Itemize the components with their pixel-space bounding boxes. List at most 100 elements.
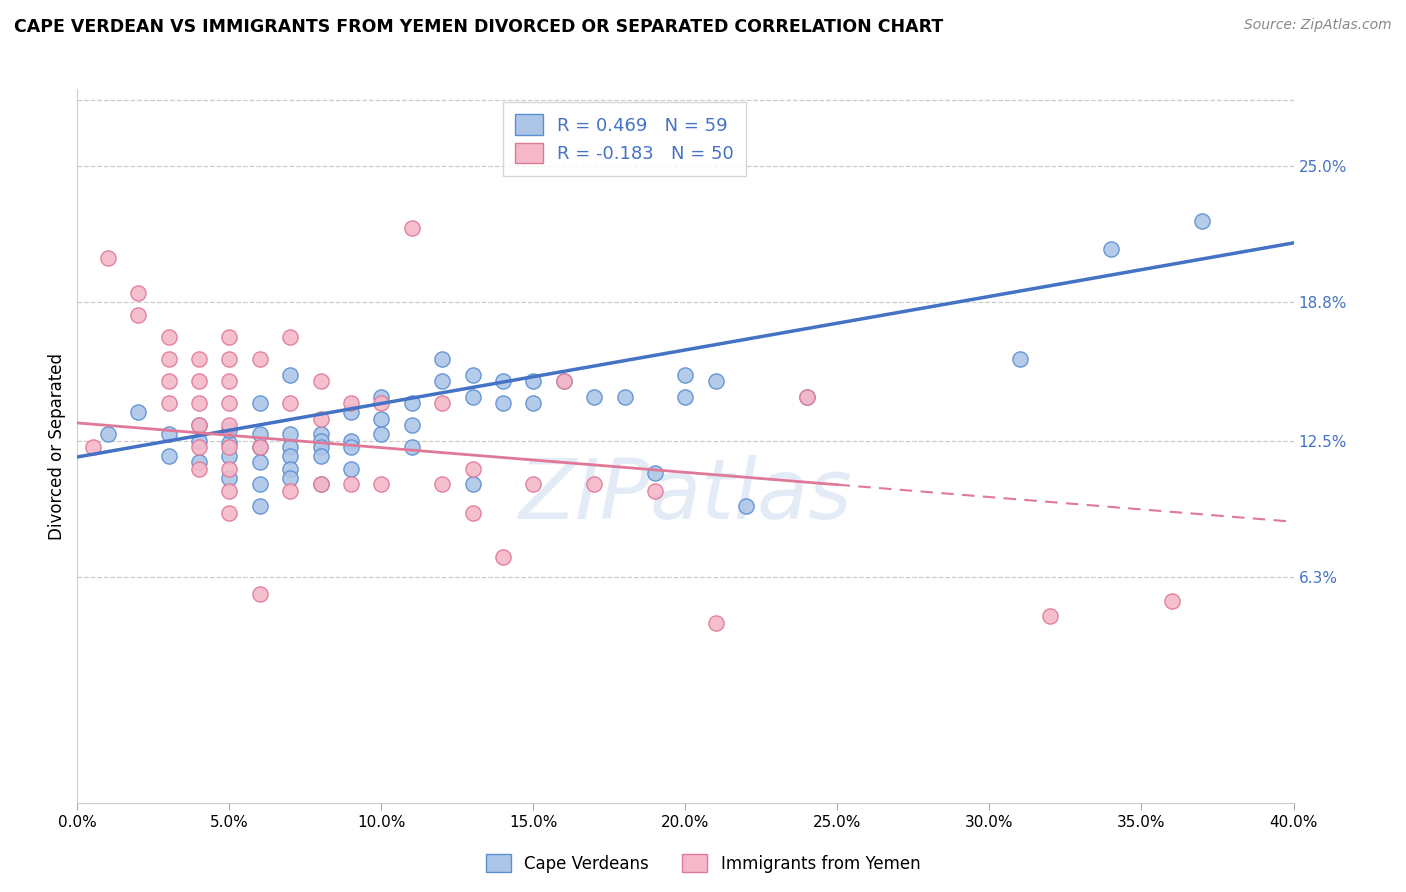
Point: [1039, 609, 1062, 624]
Point: [218, 374, 240, 388]
Point: [461, 390, 484, 404]
Point: [127, 286, 149, 301]
Point: [278, 368, 301, 382]
Point: [522, 396, 544, 410]
Point: [278, 471, 301, 485]
Point: [1161, 594, 1184, 608]
Point: [249, 587, 271, 601]
Point: [278, 330, 301, 344]
Point: [309, 477, 332, 491]
Point: [157, 352, 180, 367]
Point: [675, 390, 697, 404]
Point: [249, 455, 271, 469]
Point: [370, 396, 392, 410]
Point: [188, 396, 211, 410]
Point: [401, 418, 423, 433]
Point: [340, 477, 363, 491]
Text: Source: ZipAtlas.com: Source: ZipAtlas.com: [1244, 18, 1392, 32]
Point: [218, 352, 240, 367]
Point: [583, 390, 606, 404]
Point: [309, 440, 332, 454]
Point: [157, 426, 180, 441]
Point: [553, 374, 575, 388]
Point: [278, 440, 301, 454]
Point: [278, 483, 301, 498]
Point: [796, 390, 818, 404]
Legend: R = 0.469   N = 59, R = -0.183   N = 50: R = 0.469 N = 59, R = -0.183 N = 50: [503, 102, 747, 176]
Point: [735, 500, 758, 514]
Point: [644, 467, 666, 481]
Point: [249, 426, 271, 441]
Point: [218, 423, 240, 437]
Point: [370, 426, 392, 441]
Point: [340, 405, 363, 419]
Point: [278, 396, 301, 410]
Point: [188, 434, 211, 448]
Point: [1008, 352, 1031, 367]
Point: [461, 462, 484, 476]
Point: [157, 374, 180, 388]
Point: [553, 374, 575, 388]
Point: [249, 500, 271, 514]
Point: [249, 352, 271, 367]
Point: [432, 396, 454, 410]
Point: [461, 477, 484, 491]
Point: [340, 440, 363, 454]
Point: [157, 396, 180, 410]
Point: [188, 352, 211, 367]
Point: [522, 477, 544, 491]
Point: [340, 434, 363, 448]
Point: [278, 426, 301, 441]
Point: [613, 390, 636, 404]
Point: [401, 396, 423, 410]
Point: [218, 462, 240, 476]
Point: [432, 374, 454, 388]
Point: [370, 411, 392, 425]
Point: [309, 426, 332, 441]
Point: [188, 418, 211, 433]
Point: [278, 449, 301, 463]
Point: [249, 477, 271, 491]
Point: [796, 390, 818, 404]
Text: ZIPatlas: ZIPatlas: [519, 456, 852, 536]
Point: [188, 462, 211, 476]
Point: [461, 368, 484, 382]
Point: [644, 483, 666, 498]
Point: [218, 396, 240, 410]
Point: [218, 330, 240, 344]
Point: [127, 405, 149, 419]
Text: CAPE VERDEAN VS IMMIGRANTS FROM YEMEN DIVORCED OR SEPARATED CORRELATION CHART: CAPE VERDEAN VS IMMIGRANTS FROM YEMEN DI…: [14, 18, 943, 36]
Point: [218, 418, 240, 433]
Point: [309, 374, 332, 388]
Point: [218, 440, 240, 454]
Point: [1191, 214, 1213, 228]
Point: [370, 477, 392, 491]
Point: [188, 374, 211, 388]
Point: [127, 309, 149, 323]
Point: [188, 455, 211, 469]
Point: [97, 426, 120, 441]
Point: [218, 506, 240, 520]
Point: [188, 418, 211, 433]
Point: [249, 440, 271, 454]
Point: [218, 449, 240, 463]
Point: [249, 396, 271, 410]
Point: [432, 352, 454, 367]
Point: [309, 411, 332, 425]
Point: [309, 477, 332, 491]
Point: [218, 483, 240, 498]
Point: [401, 220, 423, 235]
Point: [583, 477, 606, 491]
Y-axis label: Divorced or Separated: Divorced or Separated: [48, 352, 66, 540]
Point: [704, 615, 727, 630]
Point: [340, 462, 363, 476]
Point: [309, 449, 332, 463]
Point: [522, 374, 544, 388]
Point: [97, 252, 120, 266]
Point: [675, 368, 697, 382]
Point: [218, 435, 240, 450]
Point: [278, 462, 301, 476]
Point: [309, 434, 332, 448]
Point: [370, 390, 392, 404]
Point: [432, 477, 454, 491]
